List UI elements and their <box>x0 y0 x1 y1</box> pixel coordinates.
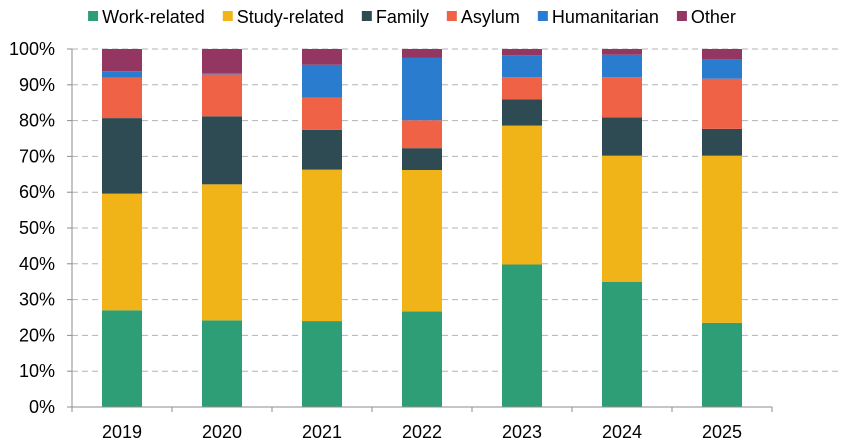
bar-other-2022 <box>402 49 442 58</box>
legend-label: Study-related <box>237 7 344 27</box>
bar-family-2020 <box>202 116 242 185</box>
bar-other-2021 <box>302 49 342 65</box>
legend-label: Family <box>376 7 429 27</box>
bar-family-2019 <box>102 118 142 194</box>
legend: Work-related Study-related Family Asylum Hum… <box>88 7 736 27</box>
legend-label: Other <box>691 7 736 27</box>
legend-label: Work-related <box>102 7 205 27</box>
bar-family-2022 <box>402 148 442 171</box>
legend-swatch <box>361 11 372 21</box>
bar-study-related-2021 <box>302 169 342 322</box>
bar-study-related-2019 <box>102 193 142 311</box>
x-tick-label: 2021 <box>302 422 342 442</box>
bar-asylum-2021 <box>302 97 342 130</box>
bar-asylum-2022 <box>402 120 442 149</box>
bar-study-related-2022 <box>402 170 442 312</box>
x-tick-label: 2025 <box>702 422 742 442</box>
y-tick-label: 90% <box>19 75 55 95</box>
legend-item-humanitarian: Humanitarian <box>537 7 659 27</box>
bar-humanitarian-2024 <box>602 54 642 78</box>
bar-asylum-2019 <box>102 77 142 119</box>
bar-work-related-2024 <box>602 281 642 407</box>
bars <box>102 49 742 407</box>
y-tick-label: 80% <box>19 111 55 131</box>
bar-family-2025 <box>702 128 742 156</box>
y-tick-label: 100% <box>9 39 55 59</box>
bar-humanitarian-2019 <box>102 71 142 78</box>
y-tick-label: 10% <box>19 361 55 381</box>
bar-humanitarian-2022 <box>402 57 442 121</box>
bar-study-related-2023 <box>502 125 542 265</box>
legend-swatch <box>446 11 457 21</box>
legend-swatch <box>222 11 233 21</box>
x-tick-label: 2024 <box>602 422 642 442</box>
x-tick-labels: 2019 2020 2021 2022 2023 2024 2025 <box>102 422 742 442</box>
legend-item-family: Family <box>361 7 429 27</box>
y-tick-label: 40% <box>19 254 55 274</box>
bar-study-related-2024 <box>602 155 642 282</box>
legend-label: Asylum <box>461 7 520 27</box>
bar-humanitarian-2020 <box>202 73 242 75</box>
legend-item-work-related: Work-related <box>88 7 205 27</box>
axes <box>67 48 773 412</box>
x-tick-label: 2020 <box>202 422 242 442</box>
y-tick-label: 50% <box>19 218 55 238</box>
bar-work-related-2021 <box>302 321 342 407</box>
bar-study-related-2020 <box>202 184 242 321</box>
bar-family-2024 <box>602 117 642 156</box>
legend-label: Humanitarian <box>552 7 659 27</box>
bar-other-2019 <box>102 49 142 72</box>
x-tick-label: 2019 <box>102 422 142 442</box>
x-tick-label: 2022 <box>402 422 442 442</box>
bar-work-related-2023 <box>502 264 542 407</box>
bar-asylum-2024 <box>602 77 642 118</box>
y-tick-label: 60% <box>19 182 55 202</box>
bar-humanitarian-2025 <box>702 59 742 79</box>
legend-item-asylum: Asylum <box>446 7 520 27</box>
y-tick-labels: 0% 10% 20% 30% 40% 50% 60% 70% 80% 90% 100% <box>9 39 55 417</box>
x-tick-label: 2023 <box>502 422 542 442</box>
bar-study-related-2025 <box>702 155 742 323</box>
legend-swatch <box>676 11 687 21</box>
bar-family-2021 <box>302 129 342 170</box>
y-tick-label: 0% <box>29 397 55 417</box>
bar-asylum-2020 <box>202 74 242 117</box>
bar-family-2023 <box>502 99 542 126</box>
legend-item-study-related: Study-related <box>222 7 344 27</box>
bar-asylum-2025 <box>702 78 742 129</box>
bar-work-related-2022 <box>402 311 442 407</box>
bar-asylum-2023 <box>502 77 542 100</box>
bar-work-related-2019 <box>102 310 142 407</box>
bar-other-2020 <box>202 49 242 74</box>
bar-work-related-2025 <box>702 322 742 407</box>
y-tick-label: 20% <box>19 325 55 345</box>
y-tick-label: 70% <box>19 146 55 166</box>
bar-other-2024 <box>602 49 642 55</box>
bar-humanitarian-2023 <box>502 55 542 78</box>
y-tick-label: 30% <box>19 290 55 310</box>
legend-item-other: Other <box>676 7 736 27</box>
legend-swatch <box>537 11 548 21</box>
legend-swatch <box>88 11 99 21</box>
bar-other-2023 <box>502 49 542 56</box>
bar-humanitarian-2021 <box>302 64 342 98</box>
bar-other-2025 <box>702 49 742 60</box>
bar-work-related-2020 <box>202 320 242 407</box>
